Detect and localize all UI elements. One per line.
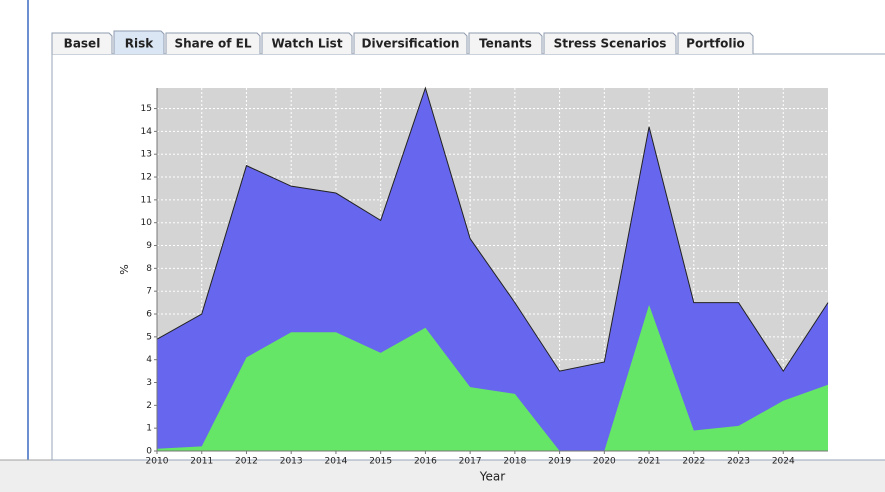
x-tick-label: 2017	[459, 457, 482, 467]
y-tick-label: 13	[141, 150, 152, 160]
tab-label[interactable]: Tenants	[479, 37, 532, 51]
tab[interactable]	[51, 32, 113, 54]
x-tick-label: 2018	[503, 457, 526, 467]
x-tick-label: 2012	[235, 457, 258, 467]
tab[interactable]	[468, 32, 543, 54]
y-tick-label: 10	[141, 218, 153, 228]
x-tick-label: 2014	[324, 457, 347, 467]
x-tick-label: 2013	[280, 457, 303, 467]
y-tick-label: 1	[146, 424, 152, 434]
x-tick-label: 2024	[772, 457, 795, 467]
y-tick-label: 14	[141, 127, 153, 137]
tab[interactable]	[261, 32, 353, 54]
y-tick-label: 5	[146, 332, 152, 342]
x-tick-label: 2021	[638, 457, 661, 467]
x-axis-label: Year	[479, 470, 505, 484]
y-tick-label: 6	[146, 310, 152, 320]
y-tick-label: 4	[146, 355, 152, 365]
y-tick-label: 0	[146, 447, 152, 457]
tab[interactable]	[677, 32, 754, 54]
x-tick-label: 2020	[593, 457, 616, 467]
tab-label[interactable]: Risk	[125, 37, 154, 51]
y-tick-label: 8	[146, 264, 152, 274]
tab[interactable]	[543, 32, 677, 54]
tab-label[interactable]: Share of EL	[174, 37, 251, 51]
tab-label[interactable]: Diversification	[362, 37, 460, 51]
y-tick-label: 7	[146, 287, 152, 297]
tab[interactable]	[113, 30, 165, 54]
y-tick-label: 2	[146, 401, 152, 411]
x-tick-label: 2015	[369, 457, 392, 467]
x-tick-label: 2010	[146, 457, 169, 467]
x-tick-label: 2016	[414, 457, 437, 467]
y-tick-label: 9	[146, 241, 152, 251]
x-tick-label: 2022	[682, 457, 705, 467]
tab[interactable]	[165, 32, 261, 54]
x-tick-label: 2011	[190, 457, 213, 467]
x-tick-label: 2023	[727, 457, 750, 467]
y-tick-label: 12	[141, 173, 152, 183]
tab-label[interactable]: Basel	[64, 37, 101, 51]
area	[157, 304, 828, 451]
y-tick-label: 3	[146, 378, 152, 388]
y-axis-label: %	[118, 264, 131, 274]
tab[interactable]	[353, 32, 468, 54]
y-tick-label: 15	[141, 104, 152, 114]
tab-label[interactable]: Watch List	[271, 37, 342, 51]
tab-bar: Basel Risk Share of EL Watch List Diversific…	[51, 30, 754, 54]
tab-label[interactable]: Stress Scenarios	[554, 37, 667, 51]
area-outline	[156, 86, 829, 373]
tab-label[interactable]: Portfolio	[686, 37, 745, 51]
x-tick-label: 2019	[548, 457, 571, 467]
status-area	[0, 460, 885, 488]
y-tick-label: 11	[141, 195, 152, 205]
